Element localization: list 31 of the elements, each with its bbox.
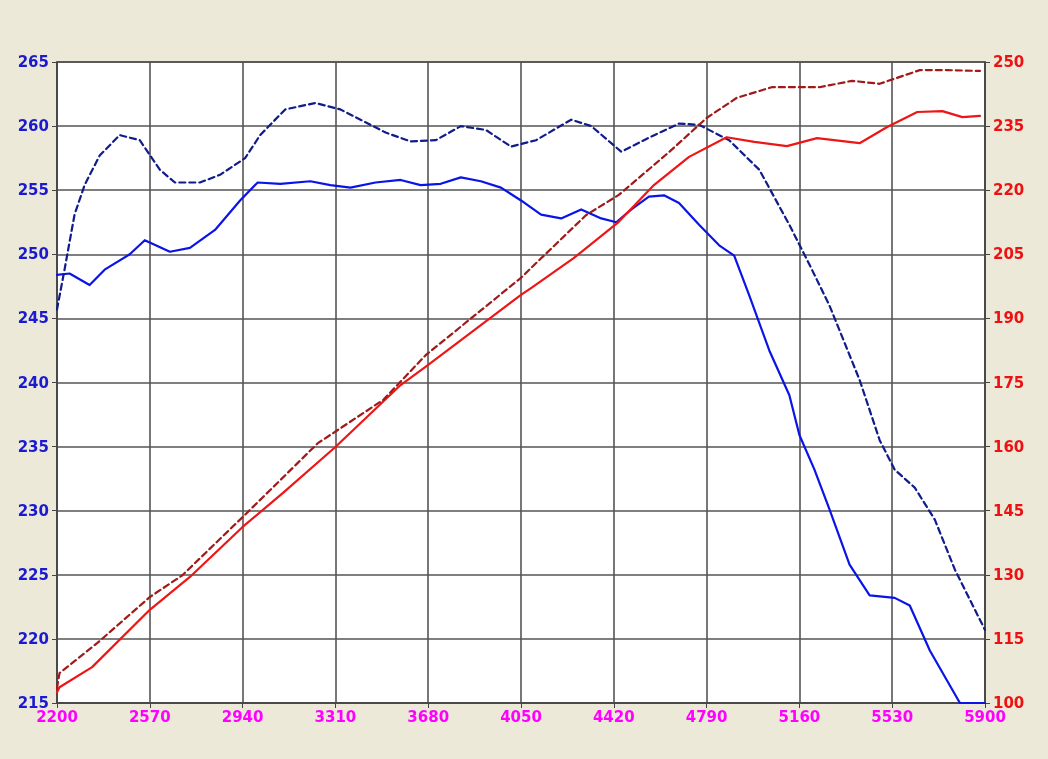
y2-tick-label: 130: [993, 565, 1025, 584]
x-tick-label: 2570: [128, 707, 171, 726]
y2-tick-label: 220: [993, 181, 1025, 200]
x-tick-label: 2940: [221, 707, 264, 726]
x-tick-label: 4050: [500, 707, 542, 726]
y-tick-label: 260: [17, 117, 49, 136]
y-tick-label: 240: [17, 373, 49, 392]
x-tick-label: 3310: [314, 707, 357, 726]
y2-tick-label: 160: [993, 437, 1025, 456]
x-tick-label: 5530: [871, 707, 914, 726]
x-tick-label: 2200: [36, 707, 78, 726]
y2-tick-label: 175: [993, 373, 1025, 392]
x-tick-label: 5160: [778, 707, 821, 726]
y2-tick-label: 145: [993, 501, 1025, 520]
x-tick-label: 5900: [964, 707, 1006, 726]
y-tick-label: 265: [17, 53, 49, 71]
x-tick-label: 3680: [407, 707, 450, 726]
y-tick-label: 225: [17, 565, 49, 584]
y2-tick-label: 250: [993, 53, 1025, 71]
y2-tick-label: 190: [993, 309, 1025, 328]
y2-tick-label: 115: [993, 629, 1025, 648]
x-tick-label: 4420: [592, 707, 635, 726]
y-tick-label: 220: [17, 629, 49, 648]
y2-tick-label: 205: [993, 245, 1025, 264]
y-tick-label: 255: [17, 181, 49, 200]
y-tick-label: 245: [17, 309, 49, 328]
y-tick-label: 230: [17, 501, 49, 520]
x-tick-label: 4790: [685, 707, 728, 726]
y-tick-label: 250: [17, 245, 49, 264]
y2-tick-label: 235: [993, 117, 1025, 136]
y-tick-label: 235: [17, 437, 49, 456]
